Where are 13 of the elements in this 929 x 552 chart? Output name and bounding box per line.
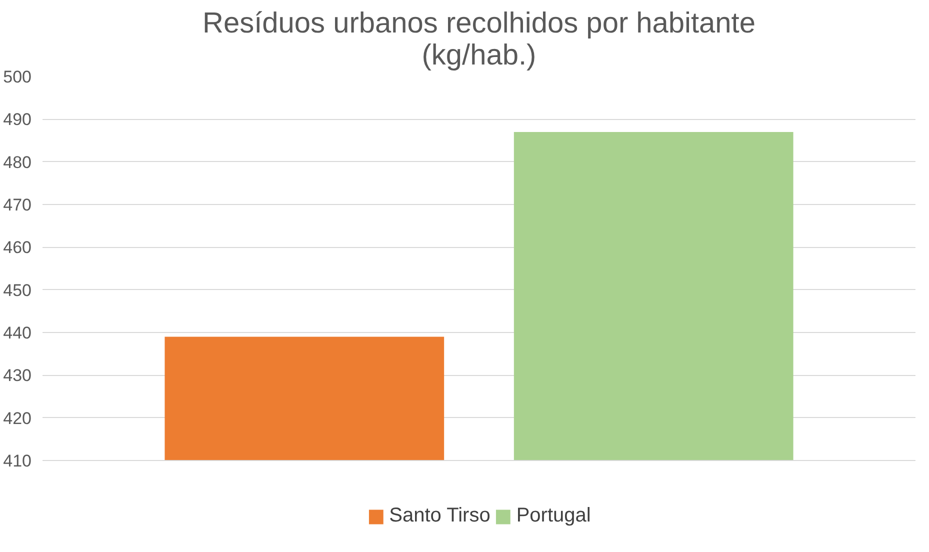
- y-tick-label: 490: [3, 110, 32, 130]
- y-tick-label: 480: [3, 152, 32, 172]
- y-tick-label: 420: [3, 408, 32, 428]
- chart-title: Resíduos urbanos recolhidos por habitante (kg/hab.): [202, 8, 756, 72]
- legend-label: Portugal: [516, 504, 591, 528]
- y-tick-label: 470: [3, 196, 32, 214]
- y-tick-label: 500: [3, 68, 32, 86]
- y-tick-label: 440: [3, 324, 32, 342]
- y-tick-label: 460: [3, 238, 32, 258]
- y-tick-label: 410: [3, 452, 32, 470]
- y-tick-label: 430: [3, 366, 32, 386]
- legend-label: Santo Tirso: [389, 504, 490, 528]
- y-tick-label: 450: [3, 280, 32, 300]
